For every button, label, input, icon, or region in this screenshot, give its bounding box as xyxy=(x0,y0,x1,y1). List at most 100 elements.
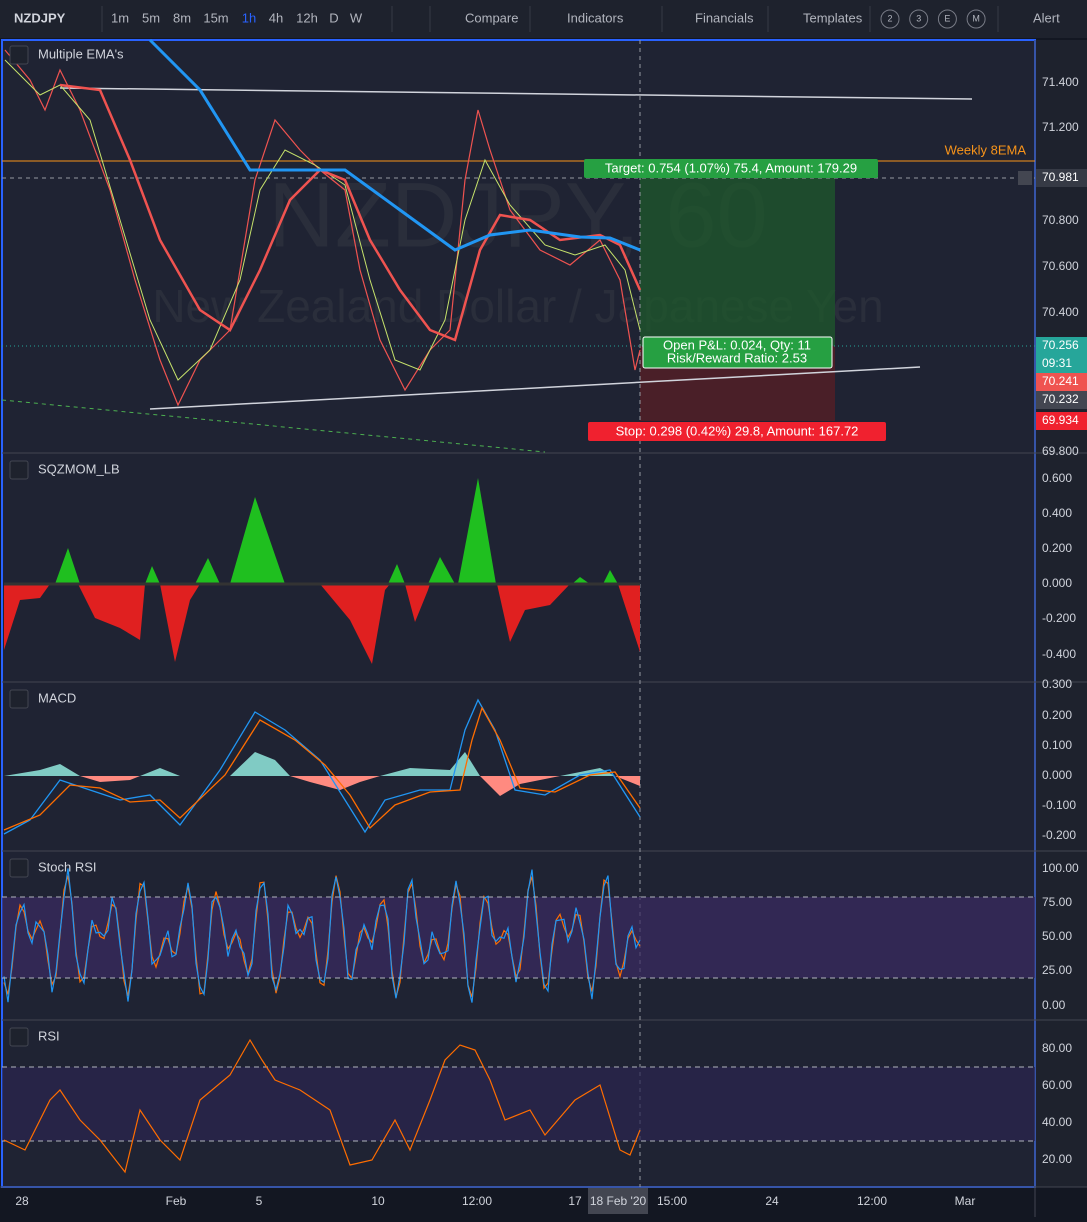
layout-circle xyxy=(966,9,986,29)
interval-button[interactable]: 5m xyxy=(142,10,160,25)
price-tag xyxy=(1036,412,1087,430)
alert-button[interactable]: Alert xyxy=(1033,10,1060,25)
layout-circle xyxy=(937,9,957,29)
pane-collapse[interactable] xyxy=(9,460,29,480)
price-tag-label: 69.934 xyxy=(1042,413,1079,427)
pane-collapse[interactable] xyxy=(9,858,29,878)
axis-label: -0.400 xyxy=(1042,647,1076,661)
interval-button[interactable]: 1m xyxy=(111,10,129,25)
axis-label: 50.00 xyxy=(1042,929,1072,943)
layout-button[interactable]: M xyxy=(972,13,980,23)
compare-button[interactable]: Compare xyxy=(465,10,518,25)
layout-circle xyxy=(880,9,900,29)
rsi-line xyxy=(3,1038,641,1174)
interval-button[interactable]: W xyxy=(350,10,363,25)
generated: NZDJPY 1m 5m 8m 15m 1h 4h 12h D W Compare Indicator… xyxy=(9,6,1087,1208)
interval-button[interactable]: 4h xyxy=(269,10,283,25)
axis-label: 0.00 xyxy=(1042,998,1066,1012)
interval-button[interactable]: 12h xyxy=(296,10,318,25)
layout-circle xyxy=(909,9,929,29)
price-tag-label: 70.241 xyxy=(1042,374,1079,388)
axis-label: 71.200 xyxy=(1042,120,1079,134)
trendline-dashed xyxy=(1,399,546,453)
price-tag-label: 70.981 xyxy=(1042,170,1079,184)
layout-button[interactable]: E xyxy=(944,13,950,23)
interval-button[interactable]: D xyxy=(329,10,338,25)
time-label: 5 xyxy=(256,1194,263,1208)
axis-label: 40.00 xyxy=(1042,1115,1072,1129)
stop-label: Stop: 0.298 (0.42%) 29.8, Amount: 167.72 xyxy=(616,423,859,438)
macd xyxy=(3,698,641,835)
trendline-top xyxy=(59,87,973,100)
layout-button[interactable]: 3 xyxy=(916,13,921,23)
time-label: 15:00 xyxy=(657,1194,687,1208)
layout-button[interactable]: 2 xyxy=(887,13,892,23)
band-lines xyxy=(2,896,1035,1142)
time-label: 12:00 xyxy=(462,1194,492,1208)
pane-separators xyxy=(0,40,1087,1217)
price-tag xyxy=(1036,391,1087,409)
axis-label: 0.300 xyxy=(1042,677,1072,691)
rsi-band xyxy=(2,1067,1035,1141)
ema-fast xyxy=(4,59,641,381)
time-label: Feb xyxy=(166,1194,187,1208)
axis-label: 70.800 xyxy=(1042,213,1079,227)
plus-button[interactable] xyxy=(1018,171,1032,185)
target-label-box xyxy=(584,159,878,178)
stoch-band xyxy=(2,897,1035,978)
axis-label: 0.100 xyxy=(1042,738,1072,752)
time-label: 12:00 xyxy=(857,1194,887,1208)
time-highlight xyxy=(588,1188,648,1214)
interval-button[interactable]: 8m xyxy=(173,10,191,25)
time-label: 17 xyxy=(568,1194,582,1208)
time-label: Mar xyxy=(955,1194,976,1208)
axis-label: 25.00 xyxy=(1042,963,1072,977)
axis-label: 71.400 xyxy=(1042,75,1079,89)
price-tag xyxy=(1036,355,1087,373)
squeeze-histogram xyxy=(4,478,640,664)
axis-label: 0.200 xyxy=(1042,708,1072,722)
axis-label: 0.000 xyxy=(1042,768,1072,782)
position-line: Risk/Reward Ratio: 2.53 xyxy=(667,350,807,365)
pane-title: SQZMOM_LB xyxy=(38,461,120,476)
pane-collapse[interactable] xyxy=(9,1027,29,1047)
interval-button[interactable]: 15m xyxy=(203,10,228,25)
symbol[interactable]: NZDJPY xyxy=(14,10,66,25)
pane-title: RSI xyxy=(38,1028,60,1043)
price-tag xyxy=(1036,337,1087,355)
axis-label: 0.000 xyxy=(1042,576,1072,590)
axis-label: 20.00 xyxy=(1042,1152,1072,1166)
axis-label: 60.00 xyxy=(1042,1078,1072,1092)
financials-button[interactable]: Financials xyxy=(695,10,754,25)
pane-title: Multiple EMA's xyxy=(38,46,124,61)
axis-label: 70.600 xyxy=(1042,259,1079,273)
axis-label: -0.100 xyxy=(1042,798,1076,812)
price-line xyxy=(4,49,641,407)
price-tag xyxy=(1036,373,1087,391)
ema-slow xyxy=(148,38,641,252)
indicators-button[interactable]: Indicators xyxy=(567,10,624,25)
time-label: 28 xyxy=(15,1194,29,1208)
price-axis xyxy=(1036,40,1087,1187)
axis-label: 80.00 xyxy=(1042,1041,1072,1055)
axis-label: -0.200 xyxy=(1042,611,1076,625)
pane-collapse[interactable] xyxy=(9,45,29,65)
axis-label: 75.00 xyxy=(1042,895,1072,909)
axis-label: 0.200 xyxy=(1042,541,1072,555)
templates-button[interactable]: Templates xyxy=(803,10,863,25)
interval-button[interactable]: 1h xyxy=(242,10,256,25)
axis-label: 0.600 xyxy=(1042,471,1072,485)
pane-collapse[interactable] xyxy=(9,689,29,709)
time-label: 24 xyxy=(765,1194,779,1208)
price-tag-label: 09:31 xyxy=(1042,356,1072,370)
position-line: Open P&L: 0.024, Qty: 11 xyxy=(663,337,811,352)
toolbar xyxy=(0,0,1087,38)
time-label: 18 Feb '20 xyxy=(590,1194,647,1208)
axis-label: 0.400 xyxy=(1042,506,1072,520)
axis-label: -0.200 xyxy=(1042,828,1076,842)
position-box xyxy=(642,336,833,369)
target-zone xyxy=(640,178,835,346)
pane-title: MACD xyxy=(38,690,76,705)
target-label: Target: 0.754 (1.07%) 75.4, Amount: 179.… xyxy=(605,160,857,175)
